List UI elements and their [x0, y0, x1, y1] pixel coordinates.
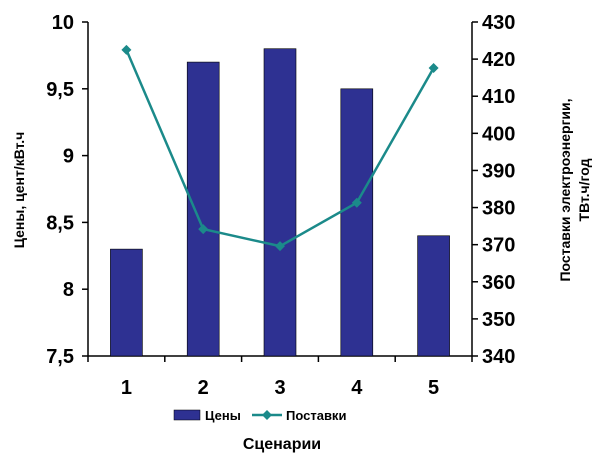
line-series: [121, 44, 439, 252]
bar-5: [417, 235, 450, 357]
bar-1: [110, 248, 143, 357]
plot-area: 7,588,599,510 34035036037038039040041042…: [46, 12, 515, 399]
legend-label-prices: Цены: [205, 408, 241, 423]
legend: Цены Поставки: [173, 408, 346, 423]
right-tick-label: 420: [482, 49, 515, 71]
bars: [110, 48, 450, 357]
right-tick-label: 350: [482, 309, 515, 331]
left-tick-label: 10: [52, 12, 74, 34]
supplies-point-4: [351, 197, 362, 208]
x-tick-label: 1: [121, 377, 132, 399]
legend-marker-supplies: [262, 410, 272, 420]
left-tick-label: 9,5: [46, 79, 74, 101]
bar-2: [186, 61, 220, 357]
left-tick-label: 8,5: [46, 212, 74, 234]
right-tick-label: 430: [482, 12, 515, 34]
x-axis-title: Сценарии: [243, 436, 321, 453]
legend-swatch-prices: [173, 409, 201, 421]
right-ticks: 340 350 360 370 380 390 400 410 420 430: [472, 12, 515, 368]
right-tick-label: 340: [482, 346, 515, 368]
right-tick-label: 390: [482, 160, 515, 182]
bar-3: [263, 48, 297, 357]
supplies-point-2: [198, 224, 209, 235]
supplies-point-3: [275, 241, 285, 252]
legend-label-supplies: Поставки: [286, 408, 346, 423]
right-tick-label: 410: [482, 86, 515, 108]
x-ticks: 1 2 3 4 5: [87, 356, 473, 399]
x-tick-label: 2: [198, 377, 209, 399]
right-tick-label: 400: [482, 123, 515, 145]
x-tick-label: 5: [428, 377, 439, 399]
bar-4: [340, 88, 374, 357]
y-axis-left-title: Цены, цент/кВт.ч: [11, 132, 27, 249]
x-tick-label: 3: [274, 377, 285, 399]
left-ticks: 7,5 8 8,5 9 9,5 10: [46, 12, 88, 368]
supplies-point-1: [121, 44, 132, 55]
right-tick-label: 370: [482, 235, 515, 257]
supplies-point-5: [428, 63, 439, 74]
left-tick-label: 7,5: [46, 346, 74, 368]
y-axis-right-title-line1: Поставки электроэнергии,: [557, 98, 573, 281]
y-axis-right-title-line2: ТВт.ч/год: [576, 158, 592, 221]
left-tick-label: 8: [63, 279, 74, 301]
left-tick-label: 9: [63, 146, 74, 168]
right-tick-label: 360: [482, 272, 515, 294]
right-tick-label: 380: [482, 198, 515, 220]
x-tick-label: 4: [351, 377, 363, 399]
